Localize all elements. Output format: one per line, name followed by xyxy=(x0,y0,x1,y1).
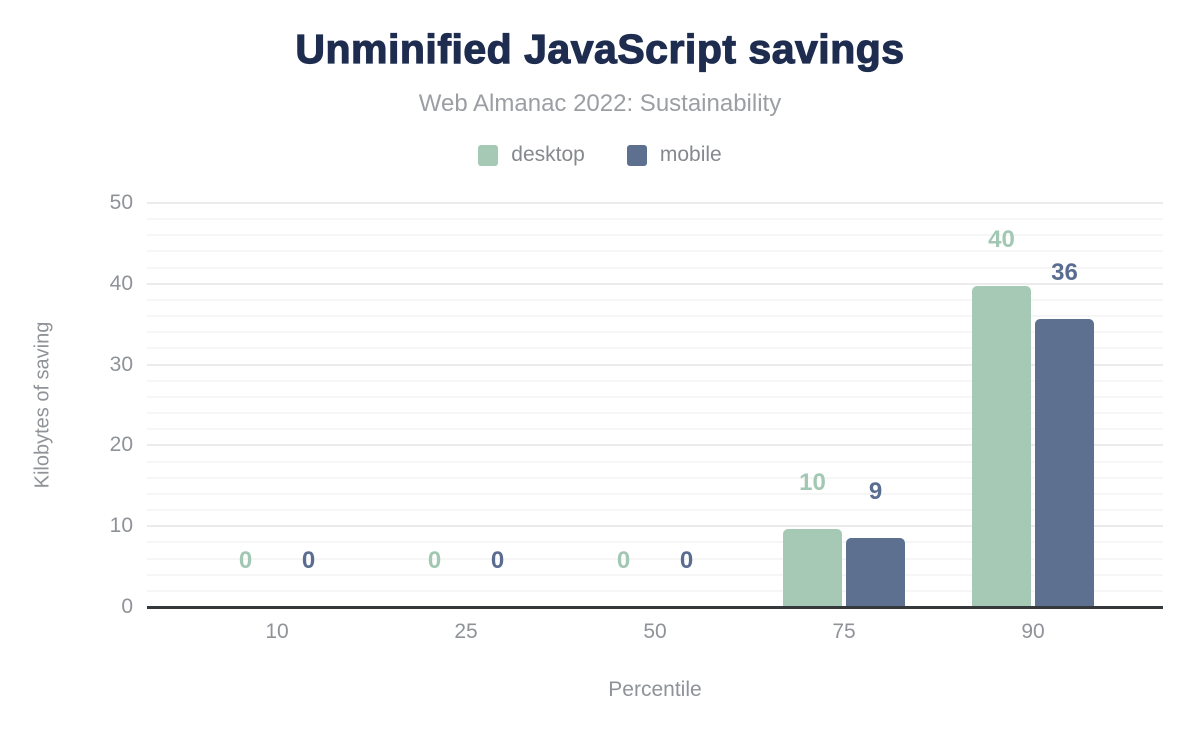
chart-title: Unminified JavaScript savings xyxy=(295,25,905,72)
plot-area: 0 0 0 0 0 0 10 9 40 36 xyxy=(147,202,1163,609)
bar-value-label-desktop-p25: 0 xyxy=(427,547,442,574)
bar-value-label-mobile-p25: 0 xyxy=(490,547,505,574)
gridline-minor xyxy=(147,541,1163,544)
y-tick-label: 30 xyxy=(109,352,133,376)
gridline-minor xyxy=(147,573,1163,576)
bar-value-label-mobile-p50: 0 xyxy=(679,547,694,574)
gridline-minor xyxy=(147,315,1163,318)
gridline-major xyxy=(147,525,1163,528)
x-tick-label: 25 xyxy=(454,620,478,643)
bar-value-label-desktop-p10: 0 xyxy=(238,547,253,574)
y-tick-label: 0 xyxy=(121,595,133,618)
gridline-minor xyxy=(147,266,1163,269)
bar-value-label-mobile-p75: 9 xyxy=(868,477,883,505)
bar-value-label-desktop-p50: 0 xyxy=(616,547,631,574)
legend-label: mobile xyxy=(659,143,722,166)
x-axis-line xyxy=(147,606,1163,609)
gridline-minor xyxy=(147,331,1163,334)
y-tick-label: 50 xyxy=(109,191,133,214)
gridline-major xyxy=(147,363,1163,366)
y-tick-label: 20 xyxy=(109,433,133,457)
bar-value-label-desktop-p75: 10 xyxy=(799,469,826,497)
bar-desktop-p75[interactable] xyxy=(783,529,842,607)
gridline-minor xyxy=(147,589,1163,592)
y-axis-title: Kilobytes of saving xyxy=(31,321,54,489)
gridline-minor xyxy=(147,347,1163,350)
x-tick-label: 75 xyxy=(832,620,856,643)
legend: desktop mobile xyxy=(0,143,1200,167)
gridline-minor xyxy=(147,250,1163,253)
legend-item-desktop: desktop xyxy=(478,143,585,167)
gridline-minor xyxy=(147,379,1163,382)
bar-mobile-p90[interactable] xyxy=(1035,318,1094,607)
gridline-minor xyxy=(147,218,1163,221)
gridline-minor xyxy=(147,298,1163,301)
x-tick-label: 10 xyxy=(265,620,289,643)
y-tick-label: 40 xyxy=(109,271,133,295)
chart-subtitle: Web Almanac 2022: Sustainability xyxy=(418,90,782,117)
gridline-major xyxy=(147,282,1163,285)
bar-value-label-mobile-p90: 36 xyxy=(1051,258,1078,286)
bar-value-label-mobile-p10: 0 xyxy=(301,547,316,574)
legend-label: desktop xyxy=(511,143,585,166)
gridline-major xyxy=(147,444,1163,447)
bar-mobile-p75[interactable] xyxy=(846,537,905,607)
legend-item-mobile: mobile xyxy=(626,143,722,167)
bar-value-label-desktop-p90: 40 xyxy=(988,226,1015,254)
gridline-minor xyxy=(147,492,1163,495)
y-tick-label: 10 xyxy=(109,514,133,538)
gridline-minor xyxy=(147,557,1163,560)
legend-swatch-mobile xyxy=(626,144,647,166)
x-tick-label: 50 xyxy=(643,620,667,643)
gridline-minor xyxy=(147,460,1163,463)
gridline-minor xyxy=(147,476,1163,479)
gridline-minor xyxy=(147,234,1163,237)
gridline-minor xyxy=(147,412,1163,415)
gridline-major xyxy=(147,202,1163,204)
gridline-minor xyxy=(147,509,1163,512)
gridline-minor xyxy=(147,395,1163,398)
legend-swatch-desktop xyxy=(478,144,499,166)
gridline-minor xyxy=(147,428,1163,431)
x-tick-label: 90 xyxy=(1021,620,1045,643)
x-axis-title: Percentile xyxy=(608,678,702,701)
bar-desktop-p90[interactable] xyxy=(972,286,1031,607)
